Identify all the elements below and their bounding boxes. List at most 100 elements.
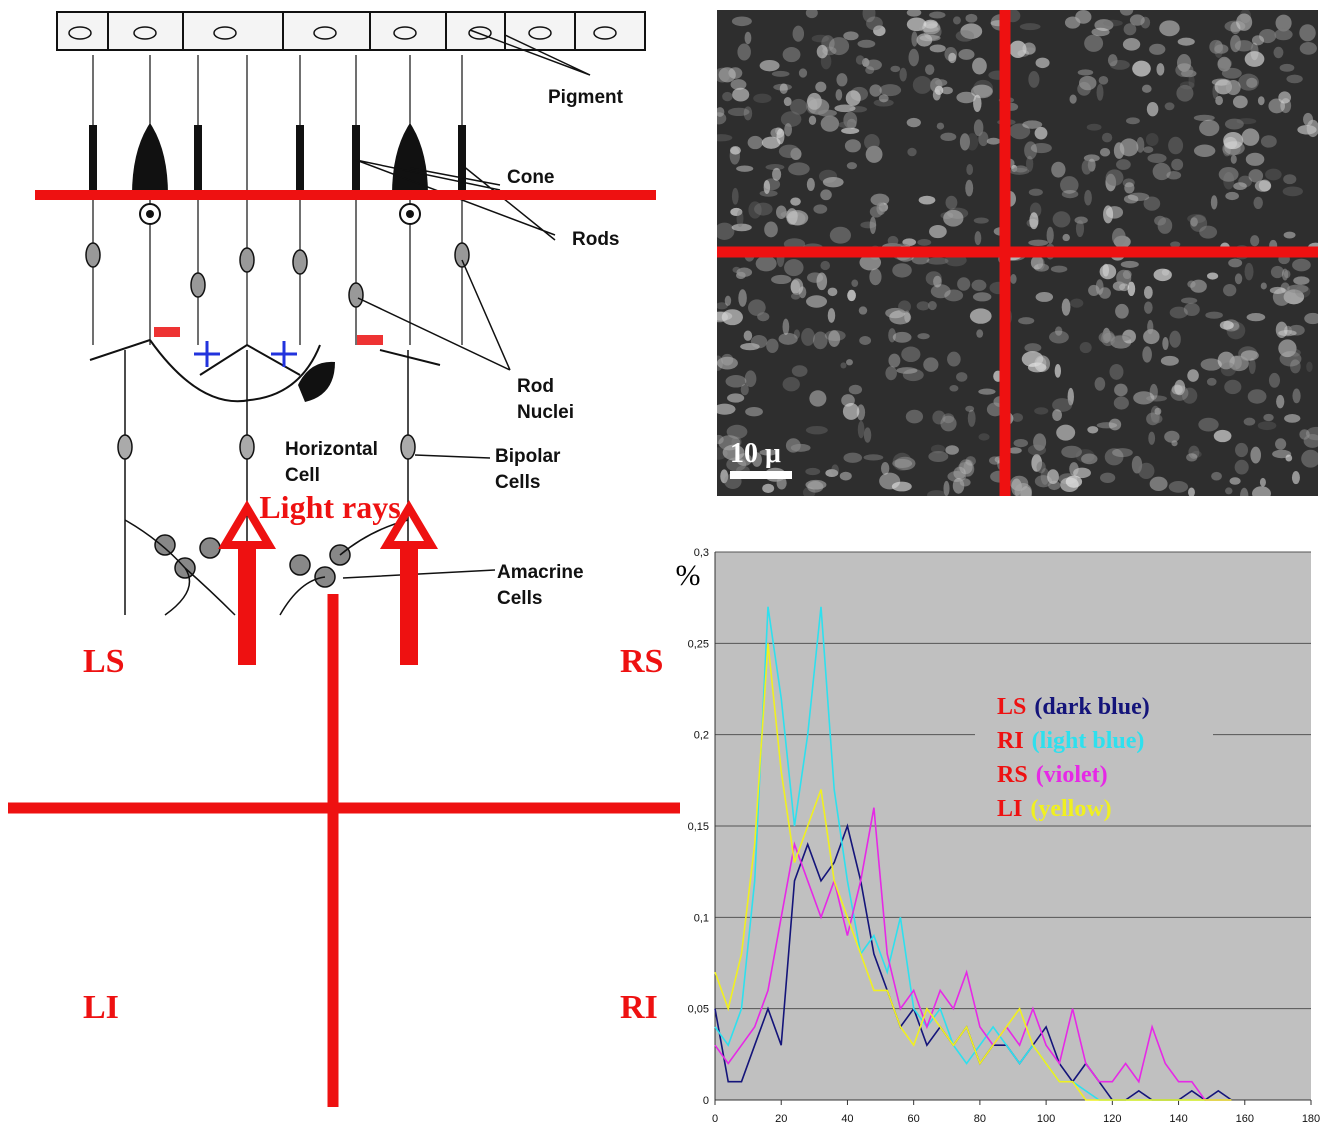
speckle: [922, 21, 941, 35]
speckle: [965, 456, 976, 466]
speckle: [1169, 306, 1188, 319]
legend-name: RS: [997, 762, 1028, 788]
speckle: [1069, 94, 1077, 104]
speckle: [1225, 191, 1239, 201]
speckle: [912, 76, 932, 94]
speckle: [1253, 196, 1263, 210]
speckle: [1091, 27, 1110, 37]
speckle: [1036, 356, 1047, 370]
speckle: [911, 31, 918, 47]
speckle: [1299, 42, 1317, 55]
speckle: [805, 479, 827, 490]
speckle: [743, 106, 753, 121]
speckle: [969, 308, 992, 324]
speckle: [1176, 84, 1194, 102]
speckle: [1122, 329, 1136, 344]
speckle: [1299, 24, 1316, 42]
plus-sign: [194, 341, 220, 367]
speckle: [887, 235, 899, 246]
speckle: [1292, 388, 1301, 404]
speckle: [1223, 283, 1237, 297]
speckle: [873, 99, 894, 107]
speckle: [778, 332, 798, 345]
x-tick-label: 140: [1169, 1113, 1187, 1125]
speckle: [1123, 23, 1137, 36]
speckle: [778, 144, 800, 159]
speckle: [838, 121, 856, 129]
speckle: [1122, 37, 1141, 51]
speckle: [1177, 37, 1195, 46]
speckle: [967, 409, 976, 427]
speckle: [790, 292, 801, 300]
speckle: [941, 86, 953, 95]
pigment-nucleus: [468, 26, 492, 40]
legend-note: (yellow): [1030, 796, 1111, 822]
speckle: [1101, 132, 1113, 143]
speckle: [835, 89, 843, 101]
speckle: [885, 366, 897, 381]
speckle: [898, 300, 911, 313]
speckle: [729, 146, 741, 155]
speckle: [1247, 389, 1267, 404]
speckle: [1275, 438, 1287, 450]
speckle: [1215, 95, 1223, 106]
speckle: [885, 307, 906, 319]
speckle: [1116, 159, 1131, 170]
speckle: [717, 112, 727, 125]
speckle: [717, 222, 735, 240]
speckle: [720, 469, 729, 484]
speckle: [740, 343, 760, 351]
speckle: [848, 384, 863, 395]
speckle: [770, 127, 785, 139]
speckle: [928, 450, 949, 463]
speckle: [1154, 407, 1162, 416]
series-line: [714, 643, 1232, 1101]
speckle: [865, 145, 883, 163]
x-tick-label: 160: [1236, 1113, 1254, 1125]
speckle: [1244, 51, 1265, 67]
amacrine-processes: [124, 519, 409, 616]
speckle: [1224, 379, 1242, 395]
speckle: [947, 471, 967, 482]
speckle: [1154, 215, 1167, 226]
speckle: [1094, 19, 1114, 31]
speckle: [1143, 329, 1160, 345]
speckle: [1140, 16, 1151, 29]
speckle: [1037, 257, 1045, 270]
speckle: [1078, 75, 1097, 91]
speckle: [1149, 383, 1158, 400]
speckle: [1049, 330, 1069, 344]
speckle: [1243, 417, 1256, 426]
speckle: [933, 275, 942, 288]
speckle: [1103, 332, 1115, 342]
speckle: [771, 274, 792, 285]
speckle: [1190, 214, 1208, 232]
micrograph: 10 μ: [717, 10, 1318, 496]
speckle: [1254, 180, 1272, 192]
speckle: [892, 331, 912, 343]
speckle: [1160, 355, 1179, 366]
speckle: [1024, 141, 1038, 160]
speckle: [978, 131, 989, 147]
speckle: [1295, 285, 1311, 298]
legend-box: [975, 680, 1213, 825]
speckle: [1222, 143, 1231, 157]
cone: [132, 123, 168, 195]
chart: 0 0,05 0,1 0,15 0,2 0,25 0,3 0 20 40 60 80 100 120 140…: [676, 547, 1321, 1125]
speckle: [973, 79, 994, 98]
speckle: [1028, 71, 1040, 88]
speckle: [1061, 445, 1082, 459]
speckle: [1094, 377, 1106, 391]
speckle: [761, 136, 781, 149]
speckle: [1054, 364, 1062, 378]
rod: [194, 125, 202, 193]
speckle: [1077, 69, 1094, 76]
speckle: [1106, 206, 1124, 219]
speckle: [932, 410, 946, 425]
quadrant-label: LS: [83, 643, 125, 680]
quadrant-label: RI: [620, 989, 658, 1026]
speckle: [1099, 287, 1111, 299]
speckle: [1198, 417, 1219, 432]
rod: [296, 125, 304, 193]
speckle: [1127, 281, 1136, 297]
